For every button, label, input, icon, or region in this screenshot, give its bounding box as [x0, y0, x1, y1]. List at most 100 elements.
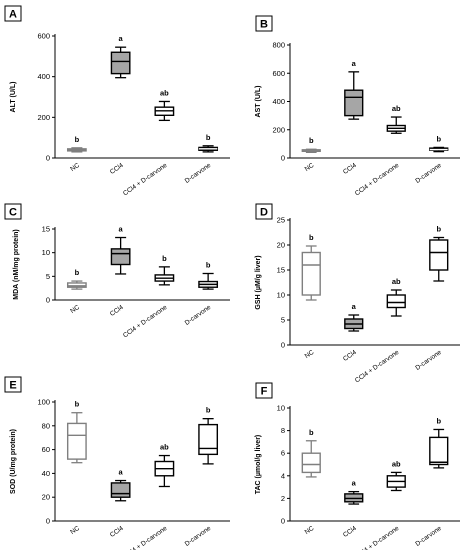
significance-label: b [309, 233, 314, 242]
y-tick-label: 0 [281, 154, 285, 163]
panel-d: D 0 5 10 15 20 25 GSH (µM/g liver) b NC a CCl4 ab CCl… [255, 203, 460, 385]
box-4: b [198, 406, 219, 465]
category-label: CCl4 + D-carvone [122, 162, 169, 198]
box-3: ab [154, 443, 175, 488]
y-tick-label: 25 [277, 216, 285, 225]
category-label: NC [304, 525, 316, 536]
box-4: b [429, 416, 449, 469]
y-tick-label: 6 [281, 449, 285, 458]
box-1: b [66, 400, 87, 464]
box [344, 89, 364, 117]
y-tick-label: 0 [281, 341, 285, 350]
y-axis-label: AST (U/L) [255, 86, 262, 118]
y-tick-label: 8 [281, 426, 285, 435]
significance-label: a [352, 59, 357, 68]
box [429, 239, 449, 271]
significance-label: b [436, 225, 441, 234]
panel-c: C 0 5 10 15 MDA (nM/mg protein) b NC a CCl4 b CCl4 … [4, 203, 230, 340]
panel-b: B 0 200 400 600 800 AST (U/L) b NC a CCl4 ab CCl4 + … [255, 15, 460, 197]
box-4: b [429, 134, 449, 153]
box-2: a [344, 302, 364, 332]
significance-label: b [309, 428, 314, 437]
significance-label: b [436, 134, 441, 143]
category-label: D-carvone [414, 349, 443, 372]
y-axis-label: MDA (nM/mg protein) [13, 229, 20, 300]
significance-label: ab [392, 104, 401, 113]
box-2: a [110, 34, 131, 79]
y-tick-label: 0 [46, 296, 50, 305]
box-1: b [301, 233, 321, 301]
category-label: NC [69, 304, 81, 315]
y-tick-label: 4 [281, 471, 285, 480]
significance-label: ab [160, 443, 169, 452]
category-label: D-carvone [184, 525, 213, 548]
panel-letter-box [4, 5, 22, 22]
significance-label: ab [392, 459, 401, 468]
y-tick-label: 10 [277, 404, 285, 413]
box-4: b [429, 225, 449, 282]
significance-label: b [75, 400, 80, 409]
y-tick-label: 600 [272, 69, 285, 78]
y-tick-label: 200 [272, 125, 285, 134]
y-tick-label: 15 [42, 225, 50, 234]
y-tick-label: 10 [277, 291, 285, 300]
y-tick-label: 100 [37, 398, 50, 407]
panel-letter: F [261, 386, 268, 398]
panel-a: A 0 200 400 600 ALT (U/L) b NC a CCl4 ab CCl4 + D-c… [4, 5, 230, 198]
y-tick-label: 5 [46, 272, 50, 281]
category-label: CCl4 [342, 349, 358, 363]
significance-label: b [75, 135, 80, 144]
y-tick-label: 20 [42, 493, 50, 502]
y-tick-label: 60 [42, 445, 50, 454]
panel-letter-box [255, 203, 273, 220]
box-3: ab [154, 88, 175, 122]
box [110, 482, 131, 498]
box-4: b [198, 133, 219, 153]
significance-label: b [206, 260, 211, 269]
panel-e: E 0 20 40 60 80 100 SOD (U/mg protein) b NC a CCl4 a… [4, 376, 230, 550]
significance-label: a [352, 302, 357, 311]
panel-letter: A [9, 9, 17, 21]
box-2: a [344, 479, 364, 505]
y-tick-label: 400 [272, 97, 285, 106]
category-label: CCl4 + D-carvone [122, 525, 169, 550]
y-tick-label: 15 [277, 266, 285, 275]
box-1: b [301, 136, 321, 154]
category-label: NC [304, 349, 316, 360]
box-3: b [154, 254, 175, 286]
category-label: CCl4 + D-carvone [354, 525, 401, 550]
y-tick-label: 200 [37, 113, 50, 122]
significance-label: ab [160, 88, 169, 97]
significance-label: b [162, 254, 167, 263]
significance-label: b [206, 133, 211, 142]
category-label: CCl4 + D-carvone [122, 304, 169, 340]
y-axis-label: GSH (µM/g liver) [255, 255, 262, 309]
category-label: NC [69, 525, 81, 536]
y-tick-label: 20 [277, 241, 285, 250]
panel-letter: C [9, 207, 17, 219]
panel-letter-box [4, 376, 22, 393]
panel-f: F 0 2 4 6 8 10 TAC (µmol/g liver) b NC a CCl4 ab CCl4… [255, 382, 460, 550]
y-tick-label: 40 [42, 469, 50, 478]
category-label: CCl4 + D-carvone [354, 349, 401, 385]
box [301, 452, 321, 474]
y-axis-label: ALT (U/L) [10, 82, 17, 113]
box-1: b [66, 268, 87, 290]
panel-letter-box [4, 203, 22, 220]
y-tick-label: 0 [281, 517, 285, 526]
y-tick-label: 2 [281, 494, 285, 503]
significance-label: ab [392, 277, 401, 286]
panel-letter: D [260, 207, 268, 219]
y-tick-label: 800 [272, 41, 285, 50]
box-3: ab [386, 104, 406, 134]
significance-label: a [119, 34, 124, 43]
category-label: CCl4 [342, 162, 358, 176]
y-axis-label: SOD (U/mg protein) [10, 429, 17, 494]
box [66, 422, 87, 460]
y-tick-label: 600 [37, 32, 50, 41]
category-label: NC [69, 162, 81, 173]
box [110, 51, 131, 75]
box [66, 282, 87, 288]
significance-label: a [352, 479, 357, 488]
significance-label: a [119, 468, 124, 477]
